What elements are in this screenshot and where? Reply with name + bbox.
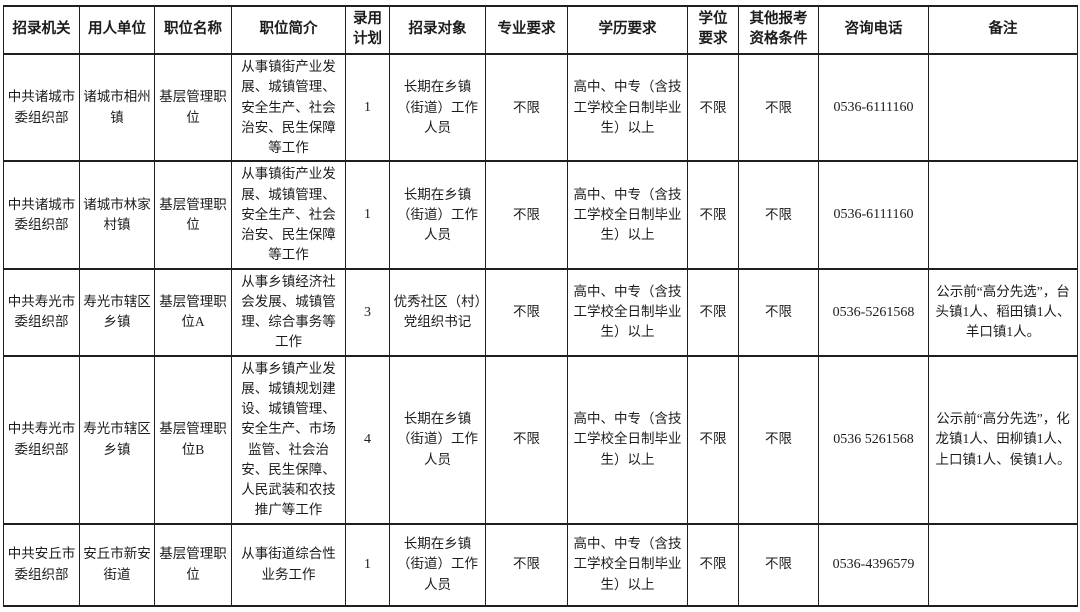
cell-education-requirement: 高中、中专（含技工学校全日制毕业生）以上 bbox=[567, 52, 688, 163]
cell-employer: 寿光市辖区乡镇 bbox=[79, 354, 155, 525]
cell-position-description: 从事乡镇经济社会发展、城镇管理、综合事务等工作 bbox=[231, 267, 346, 357]
cell-education-requirement: 高中、中专（含技工学校全日制毕业生）以上 bbox=[567, 522, 688, 607]
col-header-recruit-quota: 录用 计划 bbox=[345, 5, 390, 55]
cell-recruiting-agency: 中共诸城市委组织部 bbox=[3, 160, 80, 270]
cell-phone: 0536-6111160 bbox=[818, 160, 929, 270]
cell-major-requirement: 不限 bbox=[485, 160, 568, 270]
col-header-employer: 用人单位 bbox=[79, 5, 155, 55]
cell-recruiting-agency: 中共安丘市委组织部 bbox=[3, 522, 80, 607]
cell-position-name: 基层管理职位B bbox=[154, 354, 232, 525]
col-header-remarks: 备注 bbox=[928, 5, 1078, 55]
cell-major-requirement: 不限 bbox=[485, 52, 568, 163]
cell-major-requirement: 不限 bbox=[485, 522, 568, 607]
cell-remarks: 公示前“高分先选”，台头镇1人、稻田镇1人、羊口镇1人。 bbox=[928, 267, 1078, 357]
cell-position-description: 从事镇街产业发展、城镇管理、安全生产、社会治安、民生保障等工作 bbox=[231, 52, 346, 163]
header-row: 招录机关 用人单位 职位名称 职位简介 录用 计划 招录对象 专业要求 学历要求… bbox=[3, 5, 1078, 55]
cell-recruit-quota: 1 bbox=[345, 52, 390, 163]
col-header-other-qualifications: 其他报考 资格条件 bbox=[738, 5, 819, 55]
cell-position-description: 从事镇街产业发展、城镇管理、安全生产、社会治安、民生保障等工作 bbox=[231, 160, 346, 270]
col-header-recruiting-agency: 招录机关 bbox=[3, 5, 80, 55]
cell-education-requirement: 高中、中专（含技工学校全日制毕业生）以上 bbox=[567, 267, 688, 357]
cell-other-qualifications: 不限 bbox=[738, 267, 819, 357]
cell-recruit-target: 长期在乡镇（街道）工作人员 bbox=[389, 522, 486, 607]
cell-major-requirement: 不限 bbox=[485, 354, 568, 525]
col-header-phone: 咨询电话 bbox=[818, 5, 929, 55]
cell-degree-requirement: 不限 bbox=[687, 160, 739, 270]
cell-position-name: 基层管理职位 bbox=[154, 522, 232, 607]
cell-remarks: 公示前“高分先选”，化龙镇1人、田柳镇1人、上口镇1人、侯镇1人。 bbox=[928, 354, 1078, 525]
cell-employer: 诸城市相州镇 bbox=[79, 52, 155, 163]
cell-employer: 寿光市辖区乡镇 bbox=[79, 267, 155, 357]
table-row: 中共寿光市委组织部 寿光市辖区乡镇 基层管理职位B 从事乡镇产业发展、城镇规划建… bbox=[3, 354, 1078, 525]
cell-degree-requirement: 不限 bbox=[687, 354, 739, 525]
cell-remarks bbox=[928, 160, 1078, 270]
cell-degree-requirement: 不限 bbox=[687, 267, 739, 357]
cell-remarks bbox=[928, 522, 1078, 607]
cell-recruit-quota: 1 bbox=[345, 160, 390, 270]
cell-other-qualifications: 不限 bbox=[738, 52, 819, 163]
cell-recruit-target: 优秀社区（村）党组织书记 bbox=[389, 267, 486, 357]
cell-position-name: 基层管理职位A bbox=[154, 267, 232, 357]
cell-education-requirement: 高中、中专（含技工学校全日制毕业生）以上 bbox=[567, 354, 688, 525]
cell-degree-requirement: 不限 bbox=[687, 522, 739, 607]
cell-remarks bbox=[928, 52, 1078, 163]
cell-other-qualifications: 不限 bbox=[738, 160, 819, 270]
col-header-position-description: 职位简介 bbox=[231, 5, 346, 55]
cell-phone: 0536-4396579 bbox=[818, 522, 929, 607]
cell-recruit-target: 长期在乡镇（街道）工作人员 bbox=[389, 52, 486, 163]
cell-employer: 安丘市新安街道 bbox=[79, 522, 155, 607]
cell-phone: 0536 5261568 bbox=[818, 354, 929, 525]
cell-position-description: 从事乡镇产业发展、城镇规划建设、城镇管理、安全生产、市场监管、社会治安、民生保障… bbox=[231, 354, 346, 525]
cell-other-qualifications: 不限 bbox=[738, 354, 819, 525]
cell-recruiting-agency: 中共寿光市委组织部 bbox=[3, 267, 80, 357]
col-header-major-requirement: 专业要求 bbox=[485, 5, 568, 55]
col-header-position-name: 职位名称 bbox=[154, 5, 232, 55]
cell-phone: 0536-5261568 bbox=[818, 267, 929, 357]
cell-recruit-target: 长期在乡镇（街道）工作人员 bbox=[389, 354, 486, 525]
cell-employer: 诸城市林家村镇 bbox=[79, 160, 155, 270]
cell-position-description: 从事街道综合性业务工作 bbox=[231, 522, 346, 607]
cell-education-requirement: 高中、中专（含技工学校全日制毕业生）以上 bbox=[567, 160, 688, 270]
table-row: 中共寿光市委组织部 寿光市辖区乡镇 基层管理职位A 从事乡镇经济社会发展、城镇管… bbox=[3, 267, 1078, 357]
recruitment-position-table: 招录机关 用人单位 职位名称 职位简介 录用 计划 招录对象 专业要求 学历要求… bbox=[3, 5, 1078, 607]
cell-recruit-quota: 4 bbox=[345, 354, 390, 525]
col-header-education-requirement: 学历要求 bbox=[567, 5, 688, 55]
table-body: 中共诸城市委组织部 诸城市相州镇 基层管理职位 从事镇街产业发展、城镇管理、安全… bbox=[3, 52, 1078, 607]
cell-position-name: 基层管理职位 bbox=[154, 160, 232, 270]
cell-other-qualifications: 不限 bbox=[738, 522, 819, 607]
cell-phone: 0536-6111160 bbox=[818, 52, 929, 163]
col-header-recruit-target: 招录对象 bbox=[389, 5, 486, 55]
cell-recruit-quota: 3 bbox=[345, 267, 390, 357]
cell-major-requirement: 不限 bbox=[485, 267, 568, 357]
cell-degree-requirement: 不限 bbox=[687, 52, 739, 163]
cell-recruit-quota: 1 bbox=[345, 522, 390, 607]
cell-recruiting-agency: 中共寿光市委组织部 bbox=[3, 354, 80, 525]
col-header-degree-requirement: 学位 要求 bbox=[687, 5, 739, 55]
table-row: 中共安丘市委组织部 安丘市新安街道 基层管理职位 从事街道综合性业务工作 1 长… bbox=[3, 522, 1078, 607]
cell-recruit-target: 长期在乡镇（街道）工作人员 bbox=[389, 160, 486, 270]
table-row: 中共诸城市委组织部 诸城市林家村镇 基层管理职位 从事镇街产业发展、城镇管理、安… bbox=[3, 160, 1078, 270]
table-row: 中共诸城市委组织部 诸城市相州镇 基层管理职位 从事镇街产业发展、城镇管理、安全… bbox=[3, 52, 1078, 163]
cell-recruiting-agency: 中共诸城市委组织部 bbox=[3, 52, 80, 163]
cell-position-name: 基层管理职位 bbox=[154, 52, 232, 163]
